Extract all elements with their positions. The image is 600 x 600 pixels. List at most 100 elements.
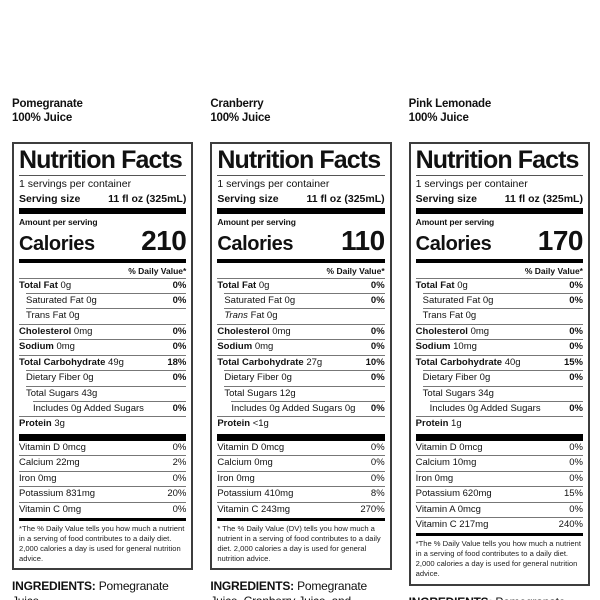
divider-thick <box>217 433 385 441</box>
ingredients-line: INGREDIENTS: Pomegranate Juice, Lemon Ju… <box>409 595 590 600</box>
nutrient-row: Total Carbohydrate 40g 15% <box>415 354 583 370</box>
ingredients-text: Pomegranate Juice, Lemon Juice, and Cucu… <box>409 595 565 600</box>
amount-per-serving: Amount per serving <box>217 216 296 227</box>
vitamin-row: Potassium 410mg 8% <box>217 486 385 501</box>
product-name: Cranberry <box>210 98 264 110</box>
nutrient-rows: Total Fat 0g 0% Saturated Fat 0g 0% Trans Fa… <box>19 279 187 432</box>
calories-label: Calories <box>217 232 294 255</box>
nutrient-rows: Total Fat 0g 0% Saturated Fat 0g 0% Trans Fa… <box>217 279 385 432</box>
serving-size-value: 11 fl oz (325mL) <box>504 192 583 205</box>
divider-medium <box>415 258 583 263</box>
nutrient-dv: 0% <box>569 341 583 353</box>
nutrient-name: Protein 1g <box>415 418 462 430</box>
nutrient-name: Total Sugars 12g <box>224 387 296 399</box>
nutrient-dv: 0% <box>370 403 385 415</box>
ingredients-label: INGREDIENTS: <box>12 579 96 594</box>
vitamin-dv: 0% <box>172 503 187 515</box>
vitamin-dv: 0% <box>172 441 187 453</box>
servings-per-container: 1 servings per container <box>415 178 528 190</box>
nutrient-row: Cholesterol 0mg 0% <box>19 323 187 339</box>
serving-size-value: 11 fl oz (325mL) <box>108 192 187 205</box>
ingredients-text: Pomegranate Juice, Cranberry Juice, and … <box>210 579 367 600</box>
label-column-pomegranate: Pomegranate 100% Juice Nutrition Facts 1… <box>12 97 194 600</box>
vitamin-dv: 8% <box>370 488 385 500</box>
vitamin-row: Calcium 10mg 0% <box>415 455 583 470</box>
divider-medium <box>415 533 583 537</box>
nutrient-dv: 0% <box>172 325 187 337</box>
vitamin-dv: 0% <box>370 457 385 469</box>
nutrition-facts-title: Nutrition Facts <box>217 147 385 176</box>
nutrient-name: Includes 0g Added Sugars <box>429 403 541 415</box>
serving-size-row: Serving size 11 fl oz (325mL) <box>217 192 384 208</box>
nutrient-row: Trans Fat 0g <box>422 308 583 323</box>
label-column-pink-lemonade: Pink Lemonade 100% Juice Nutrition Facts… <box>408 97 590 600</box>
divider-medium <box>19 517 187 521</box>
ingredients-label: INGREDIENTS: <box>409 595 493 600</box>
nutrient-name: Saturated Fat 0g <box>422 295 494 307</box>
nutrient-name: Total Fat 0g <box>19 279 72 291</box>
vitamin-row: Vitamin D 0mcg 0% <box>416 441 583 455</box>
nutrient-dv: 15% <box>563 356 583 368</box>
vitamin-dv: 0% <box>569 457 583 469</box>
nutrient-name: Total Fat 0g <box>217 279 270 291</box>
ingredients-line: INGREDIENTS: Pomegranate Juice. <box>12 579 193 600</box>
nutrient-row: Includes 0g Added Sugars 0% <box>429 401 583 416</box>
calories-label: Calories <box>415 232 492 255</box>
nutrient-name: Cholesterol 0mg <box>415 325 490 337</box>
nutrient-name: Sodium 0mg <box>217 341 274 353</box>
daily-value-header: % Daily Value* <box>19 263 187 279</box>
nutrient-dv: 0% <box>569 325 583 337</box>
vitamin-row: Vitamin D 0mcg 0% <box>19 441 186 455</box>
nutrient-dv: 0% <box>370 325 385 337</box>
nutrient-name: Saturated Fat 0g <box>26 295 97 307</box>
nutrient-dv: 0% <box>370 372 385 384</box>
nutrient-row: Saturated Fat 0g 0% <box>224 293 385 308</box>
nutrient-name: Protein 3g <box>19 418 65 430</box>
product-header: Pomegranate 100% Juice <box>12 97 193 126</box>
nutrient-name: Trans Fat 0g <box>422 310 477 322</box>
vitamin-row: Vitamin A 0mcg 0% <box>415 501 583 517</box>
nutrient-row: Trans Fat 0g <box>224 308 385 323</box>
amount-per-serving: Amount per serving <box>415 216 495 227</box>
serving-size-label: Serving size <box>415 192 477 205</box>
ingredients-label: INGREDIENTS: <box>210 579 294 594</box>
serving-size-label: Serving size <box>217 192 279 205</box>
nutrient-name: Dietary Fiber 0g <box>422 372 491 384</box>
product-name: Pomegranate <box>12 98 83 110</box>
ingredients-line: INGREDIENTS: Pomegranate Juice, Cranberr… <box>210 579 391 600</box>
nutrition-facts-title: Nutrition Facts <box>19 147 187 176</box>
nutrient-rows: Total Fat 0g 0% Saturated Fat 0g 0% Trans Fa… <box>415 279 583 432</box>
nutrient-row: Protein <1g <box>217 416 385 431</box>
nutrient-name: Dietary Fiber 0g <box>26 372 94 384</box>
nutrient-dv: 0% <box>370 279 385 291</box>
nutrient-row: Sodium 0mg 0% <box>217 339 385 354</box>
nutrition-facts-title: Nutrition Facts <box>415 147 583 176</box>
vitamin-dv: 240% <box>558 518 583 530</box>
vitamin-dv: 0% <box>569 472 583 484</box>
vitamin-row: Potassium 620mg 15% <box>415 486 583 501</box>
vitamin-row: Calcium 0mg 0% <box>217 455 385 470</box>
vitamin-name: Vitamin C 217mg <box>415 518 489 530</box>
vitamin-dv: 2% <box>172 457 187 469</box>
serving-size-row: Serving size 11 fl oz (325mL) <box>416 192 583 208</box>
daily-value-footnote: *The % Daily Value tells you how much a … <box>19 523 185 563</box>
nutrient-row: Protein 1g <box>415 416 583 431</box>
nutrient-row: Sodium 0mg 0% <box>19 339 187 354</box>
divider-thick <box>19 207 187 214</box>
vitamin-dv: 0% <box>370 441 385 453</box>
vitamin-name: Iron 0mg <box>217 472 255 484</box>
product-name: Pink Lemonade <box>408 98 492 110</box>
vitamin-dv: 0% <box>569 441 583 453</box>
vitamin-name: Potassium 831mg <box>19 488 96 500</box>
nutrient-name: Sodium 10mg <box>415 341 477 353</box>
servings-per-container: 1 servings per container <box>19 178 132 190</box>
vitamin-row: Vitamin C 0mg 0% <box>19 501 187 517</box>
nutrient-row: Includes 0g Added Sugars 0g 0% <box>231 401 385 416</box>
nutrient-dv: 0% <box>172 372 187 384</box>
nutrient-name: Total Carbohydrate 49g <box>19 356 124 368</box>
calories-value: 170 <box>537 224 584 256</box>
vitamin-name: Calcium 10mg <box>415 457 477 469</box>
vitamin-name: Vitamin C 0mg <box>19 503 82 515</box>
vitamin-name: Calcium 0mg <box>217 457 273 469</box>
